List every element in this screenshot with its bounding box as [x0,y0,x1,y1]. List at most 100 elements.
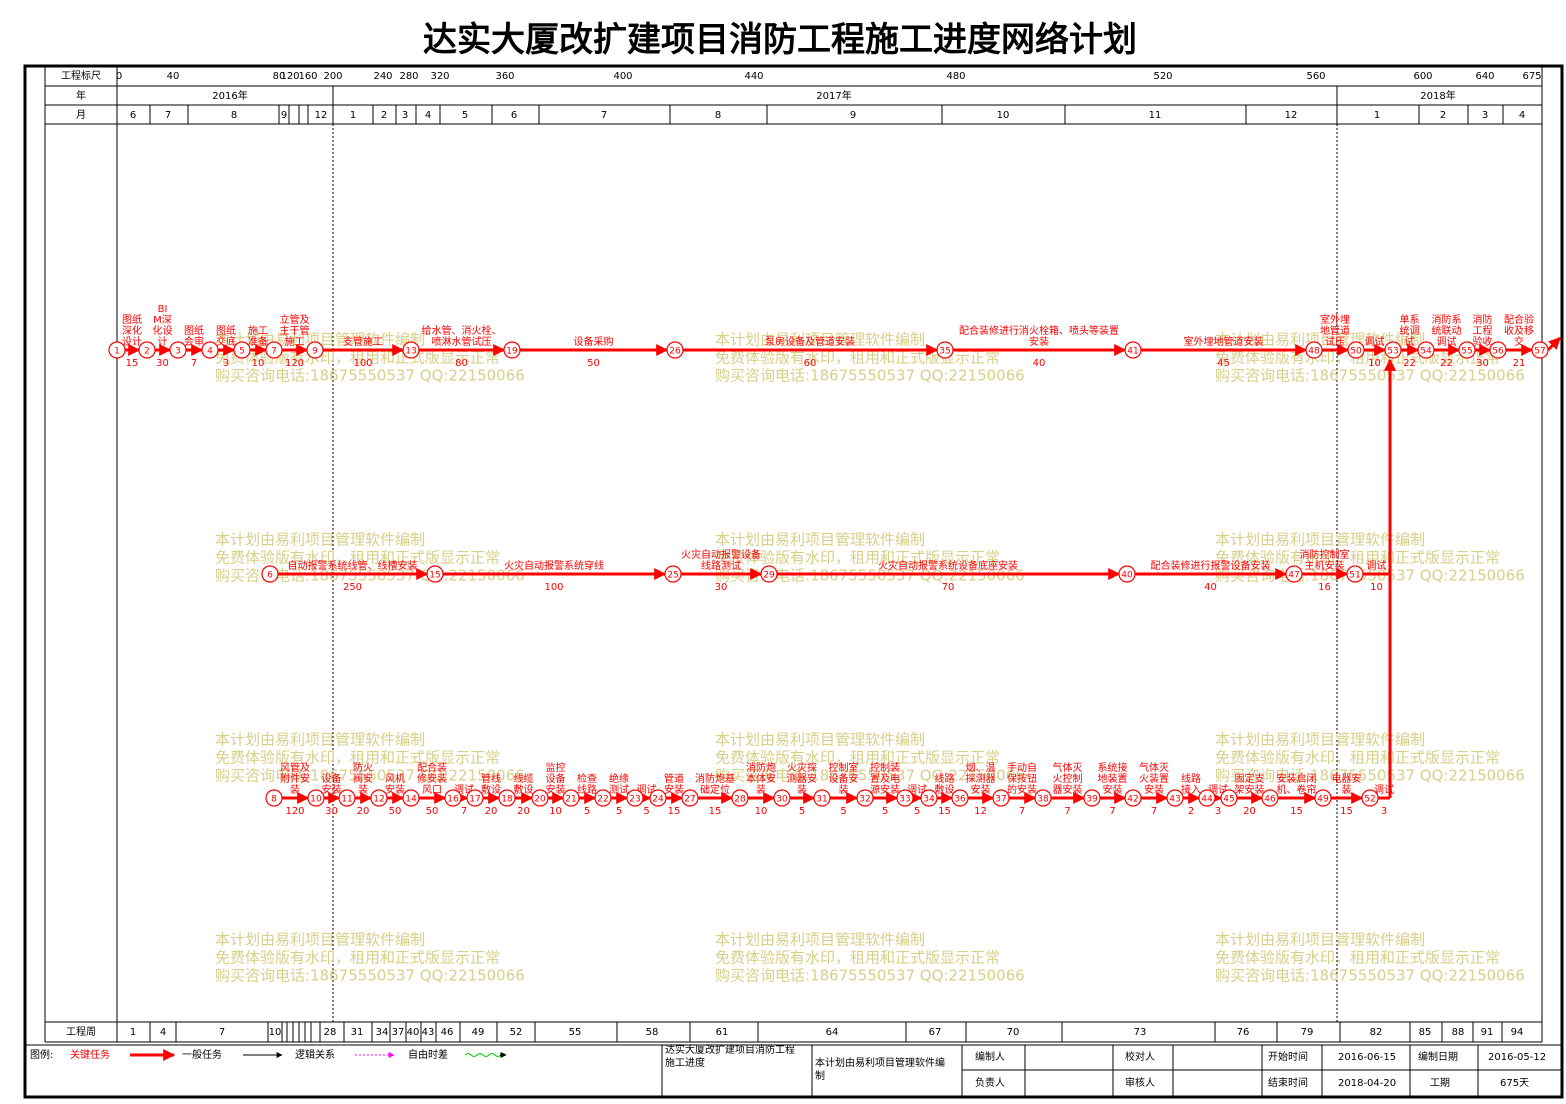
footer-value: 2018-04-20 [1338,1078,1396,1089]
task-duration: 7 [1064,806,1070,817]
task-duration: 100 [353,358,372,369]
scale-tick: 560 [1306,71,1325,82]
node [760,565,778,583]
scale-tick: 600 [1413,71,1432,82]
node-label: 31 [816,795,827,805]
node-label: 16 [447,795,459,805]
task-duration: 30 [715,582,728,593]
node-label: 13 [405,347,416,357]
node [1220,789,1238,807]
week: 10 [269,1027,282,1038]
scale-tick: 280 [399,71,418,82]
watermark: 免费体验版有水印，租用和正式版显示正常 [1215,749,1500,767]
node [1285,565,1303,583]
node [681,789,699,807]
task-duration: 3 [1381,806,1387,817]
node [1347,341,1365,359]
task-duration: 60 [804,358,817,369]
node [201,341,219,359]
watermark: 购买咨询电话:18675550537 QQ:22150066 [215,767,525,785]
node-label: 37 [995,795,1006,805]
week: 4 [160,1027,166,1038]
task-duration: 50 [389,806,402,817]
month: 3 [1482,110,1488,121]
task-label: 烟、温探测器安装 [966,761,996,796]
node [402,789,420,807]
watermark: 购买咨询电话:18675550537 QQ:22150066 [215,367,525,385]
month: 4 [425,110,431,121]
node-label: 41 [1127,347,1138,357]
task-label: 单系统调试 [1400,314,1420,348]
task-label: 室外埋地管道安装 [1184,335,1264,348]
node [1489,341,1507,359]
task-label: 线路敷设 [935,772,955,796]
task-label: BI M深化设计 [153,304,173,348]
node-label: 32 [859,795,870,805]
week: 94 [1511,1027,1524,1038]
watermark: 免费体验版有水印，租用和正式版显示正常 [715,749,1000,767]
task-label: 支管施工 [343,335,383,348]
node-label: 44 [1201,795,1213,805]
node-label: 20 [534,795,546,805]
month: 6 [130,110,136,121]
node [666,341,684,359]
node-label: 34 [923,795,935,805]
task-label: 立管及主干管施工 [280,313,310,348]
node-label: 11 [341,795,352,805]
task-label: 配合装修进行消火栓箱、喷头等装置安装 [959,324,1119,348]
node-label: 51 [1349,571,1360,581]
node-label: 47 [1288,571,1299,581]
task-label: 调试 [1367,559,1387,572]
task-label: 调试 [907,783,927,796]
task-duration: 5 [643,806,649,817]
node-label: 42 [1127,795,1138,805]
week: 31 [351,1027,364,1038]
scale-tick: 240 [373,71,392,82]
task-label: 系统接地装置安装 [1098,761,1128,796]
node-label: 10 [310,795,322,805]
node [466,789,484,807]
node [1124,789,1142,807]
task-duration: 15 [938,806,951,817]
node-label: 6 [267,571,273,581]
node [626,789,644,807]
task-duration: 7 [1151,806,1157,817]
watermark: 本计划由易利项目管理软件编制 [715,531,925,549]
node [813,789,831,807]
week: 82 [1370,1027,1383,1038]
legend-normal: 一般任务 [182,1048,222,1061]
node-label: 8 [271,795,277,805]
week: 64 [826,1027,839,1038]
node-label: 12 [373,795,384,805]
task-duration: 30 [325,806,338,817]
task-duration: 120 [285,806,304,817]
watermark: 免费体验版有水印，租用和正式版显示正常 [715,949,1000,967]
month: 1 [1374,110,1380,121]
week: 55 [569,1027,582,1038]
node [1361,789,1379,807]
month: 5 [462,110,468,121]
task-duration: 12 [974,806,987,817]
watermark: 本计划由易利项目管理软件编制 [215,931,425,949]
watermark: 本计划由易利项目管理软件编制 [215,531,425,549]
node [1083,789,1101,807]
node [856,789,874,807]
node [138,341,156,359]
node [731,789,749,807]
task-duration: 15 [1340,806,1353,817]
task-label: 火灾自动报警系统设备底座安装 [878,559,1018,572]
node [1124,341,1142,359]
week-label: 工程周 [66,1026,96,1038]
watermark: 购买咨询电话:18675550537 QQ:22150066 [1215,767,1525,785]
node [649,789,667,807]
node [444,789,462,807]
legend-icon [464,1053,506,1057]
task-label: 管道安装 [664,772,684,796]
node [1346,565,1364,583]
week: 28 [324,1027,337,1038]
footer-label: 审核人 [1125,1076,1155,1089]
task-duration: 20 [485,806,498,817]
scale-label: 工程标尺 [61,70,101,82]
scale-tick: 40 [167,71,180,82]
task-duration: 2 [1188,806,1194,817]
